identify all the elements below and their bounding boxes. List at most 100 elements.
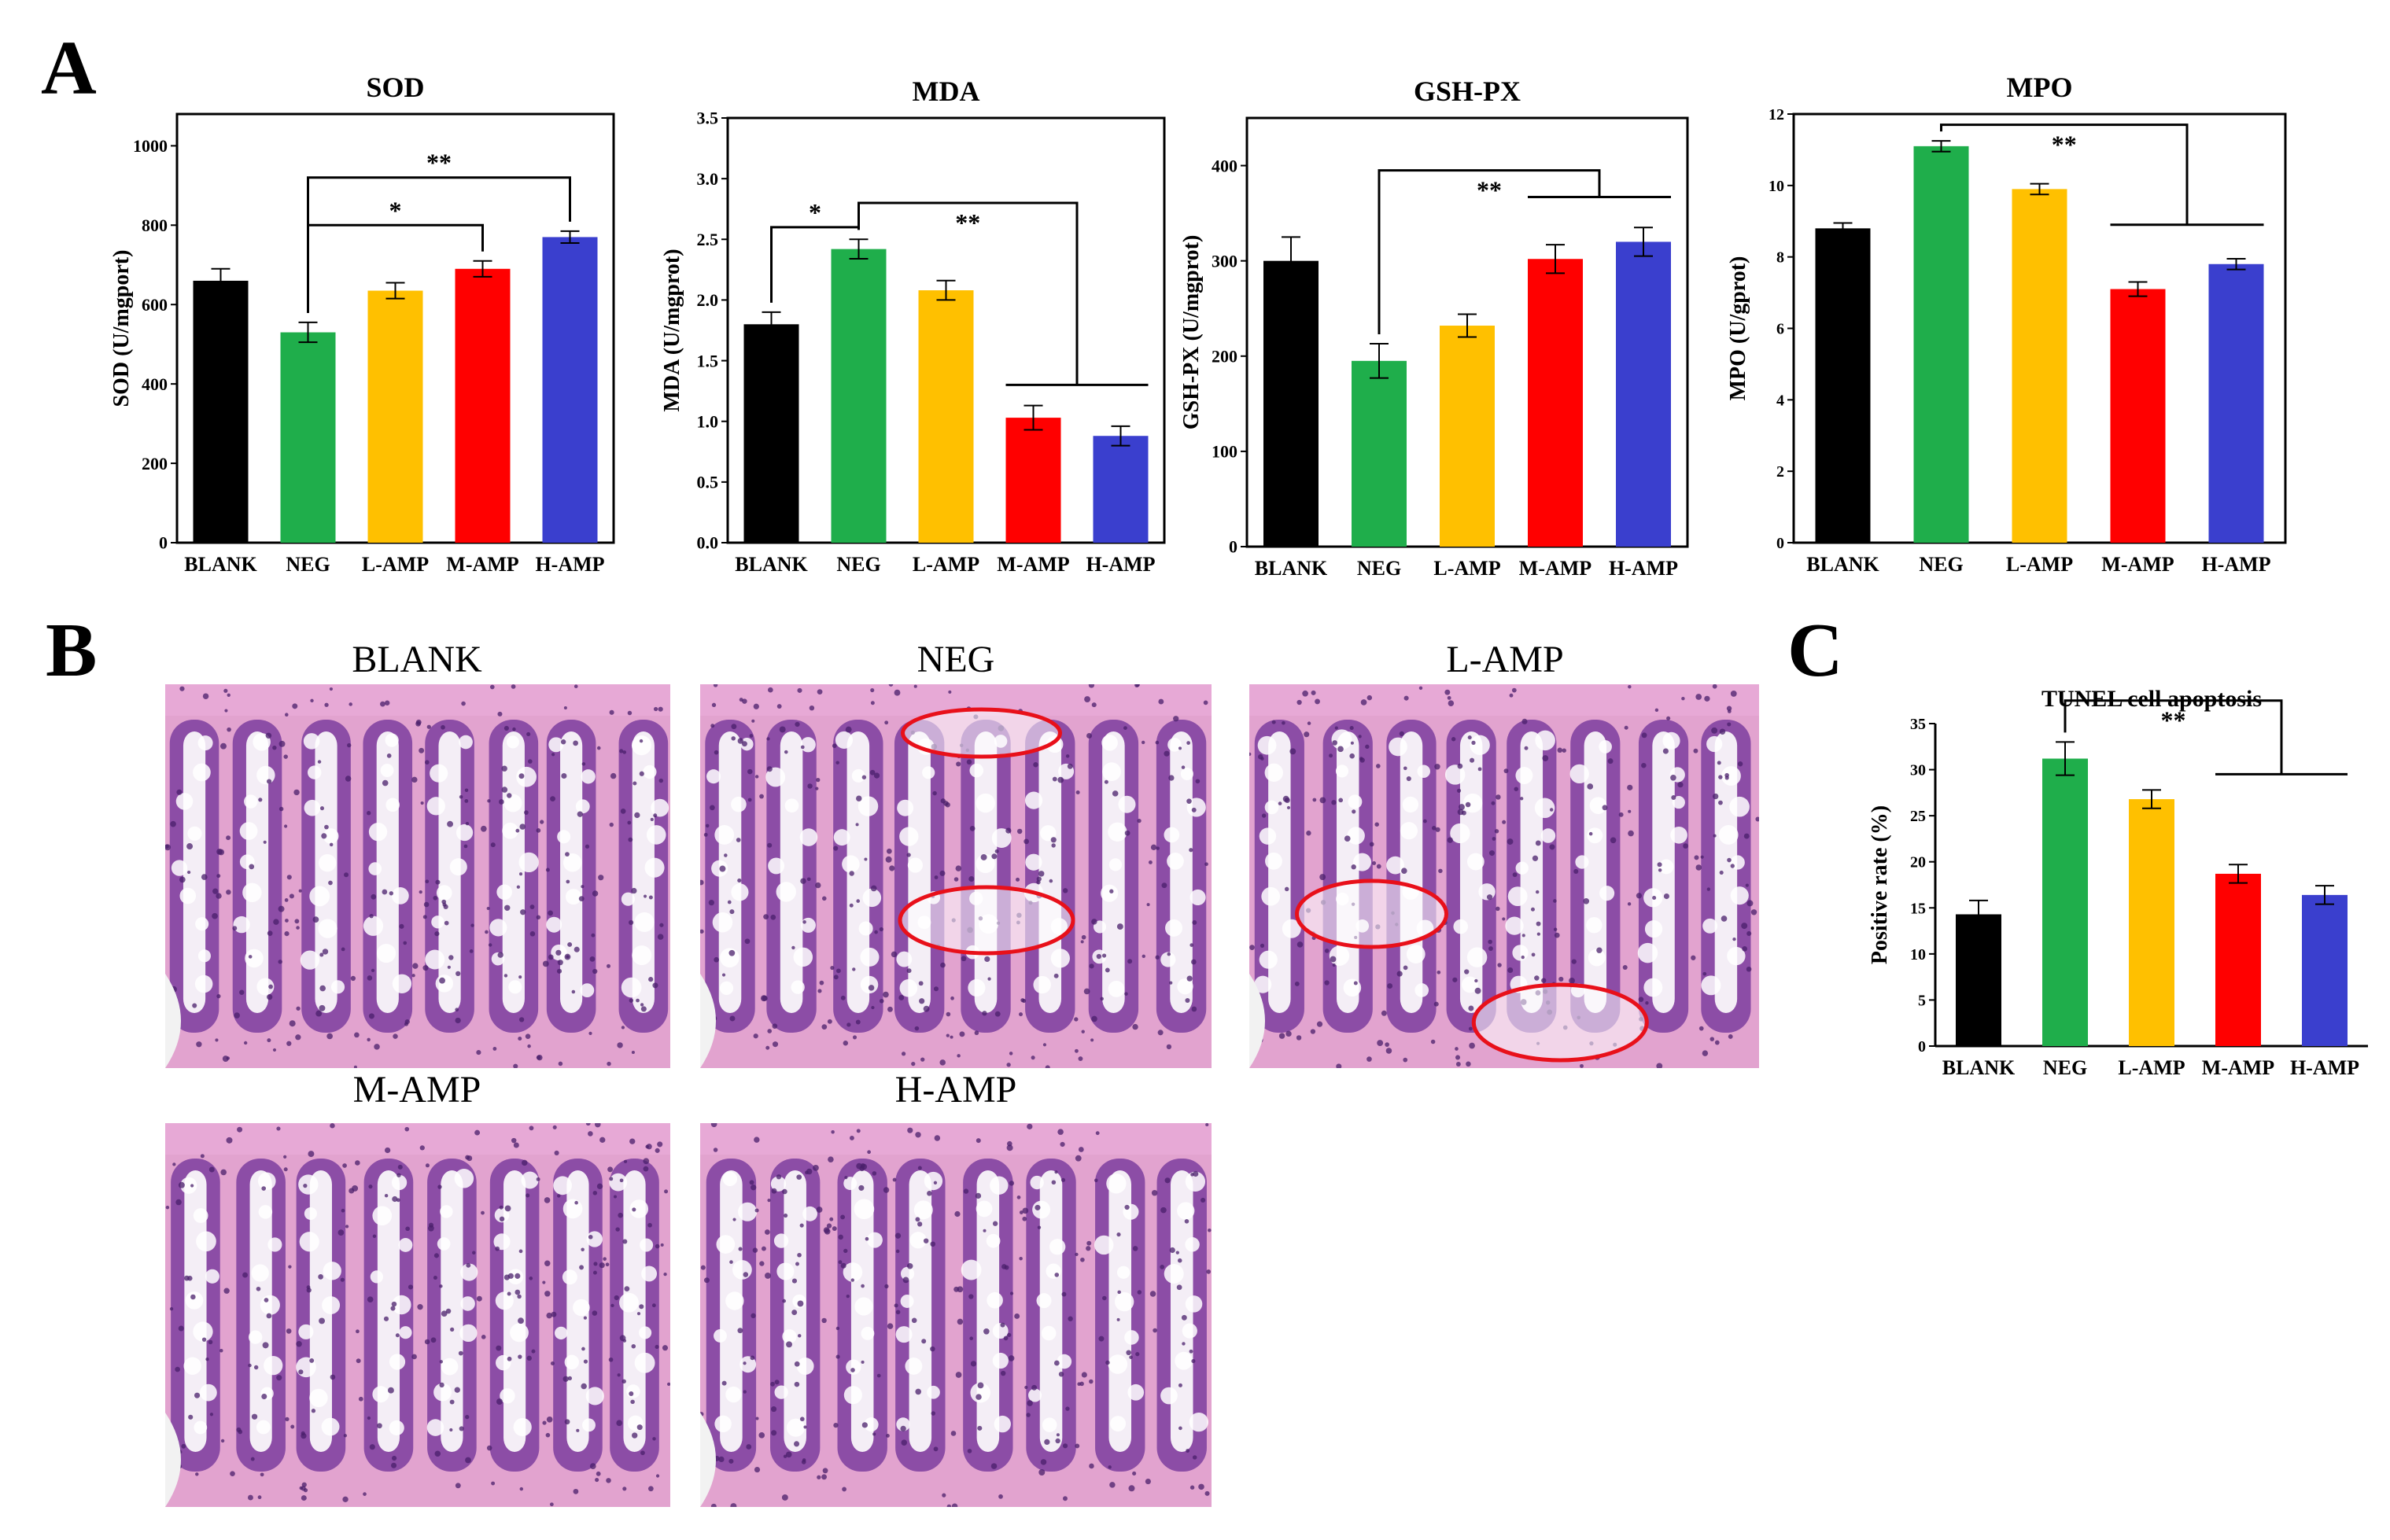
nucleus bbox=[266, 1313, 272, 1319]
nucleus bbox=[966, 759, 972, 765]
x-tick-label: NEG bbox=[836, 553, 880, 576]
nucleus bbox=[1521, 934, 1525, 938]
nucleus bbox=[1641, 732, 1647, 739]
y-tick-label: 0 bbox=[1776, 535, 1784, 552]
nucleus bbox=[1169, 981, 1173, 985]
nucleus bbox=[1146, 903, 1150, 907]
nucleus bbox=[1155, 740, 1160, 745]
nucleus bbox=[1444, 689, 1451, 695]
nucleus bbox=[226, 835, 231, 841]
nucleus bbox=[794, 1361, 800, 1367]
goblet-cell bbox=[1470, 735, 1490, 755]
y-tick-label: 100 bbox=[1212, 442, 1237, 462]
nucleus bbox=[751, 719, 755, 723]
nucleus bbox=[832, 743, 837, 749]
nucleus bbox=[205, 1358, 209, 1361]
nucleus bbox=[562, 1376, 569, 1382]
goblet-cell bbox=[1264, 800, 1279, 815]
goblet-cell bbox=[1662, 731, 1680, 750]
bar bbox=[831, 249, 887, 543]
nucleus bbox=[770, 914, 776, 920]
nucleus bbox=[1628, 809, 1632, 813]
nucleus bbox=[906, 853, 911, 857]
nucleus bbox=[283, 1155, 287, 1159]
nucleus bbox=[711, 702, 717, 708]
nucleus bbox=[546, 1312, 552, 1319]
nucleus bbox=[581, 1347, 585, 1351]
nucleus bbox=[913, 684, 917, 688]
nucleus bbox=[817, 1475, 821, 1479]
nucleus bbox=[1372, 860, 1377, 865]
nucleus bbox=[557, 1194, 561, 1198]
nucleus bbox=[607, 1166, 614, 1173]
nucleus bbox=[607, 1061, 611, 1067]
goblet-cell bbox=[253, 733, 271, 751]
nucleus bbox=[1057, 776, 1064, 783]
chart-title: SOD bbox=[366, 72, 424, 103]
nucleus bbox=[190, 1184, 194, 1188]
nucleus bbox=[744, 938, 751, 945]
nucleus bbox=[1437, 970, 1441, 974]
nucleus bbox=[891, 951, 898, 958]
goblet-cell bbox=[791, 980, 805, 994]
nucleus bbox=[216, 993, 221, 999]
nucleus bbox=[1306, 831, 1311, 836]
nucleus bbox=[849, 1135, 854, 1140]
nucleus bbox=[395, 1333, 400, 1338]
nucleus bbox=[648, 895, 653, 900]
goblet-cell bbox=[1108, 980, 1125, 997]
nucleus bbox=[911, 1317, 917, 1324]
nucleus bbox=[265, 732, 272, 739]
nucleus bbox=[239, 989, 245, 995]
nucleus bbox=[615, 1227, 620, 1232]
nucleus bbox=[1184, 1219, 1189, 1224]
y-tick-label: 1000 bbox=[133, 136, 168, 156]
goblet-cell bbox=[195, 917, 209, 931]
nucleus bbox=[546, 1416, 553, 1423]
goblet-cell bbox=[646, 825, 666, 845]
nucleus bbox=[312, 916, 319, 923]
micrograph-title: BLANK bbox=[352, 639, 482, 680]
goblet-cell bbox=[990, 1176, 1009, 1195]
nucleus bbox=[1191, 1006, 1197, 1012]
nucleus bbox=[643, 1158, 650, 1165]
nucleus bbox=[424, 1339, 430, 1345]
goblet-cell bbox=[1254, 975, 1272, 993]
nucleus bbox=[710, 724, 715, 728]
nucleus bbox=[846, 1022, 851, 1027]
nucleus bbox=[389, 891, 393, 896]
nucleus bbox=[864, 857, 868, 861]
nucleus bbox=[319, 952, 324, 957]
nucleus bbox=[889, 865, 895, 871]
goblet-cell bbox=[1102, 762, 1121, 782]
nucleus bbox=[1090, 1038, 1094, 1042]
goblet-cell bbox=[799, 828, 818, 846]
goblet-cell bbox=[516, 766, 537, 787]
nucleus bbox=[927, 1190, 932, 1196]
y-tick-label: 10 bbox=[1769, 178, 1784, 195]
nucleus bbox=[536, 828, 541, 833]
nucleus bbox=[1055, 1438, 1060, 1444]
nucleus bbox=[759, 1261, 765, 1266]
nucleus bbox=[797, 1300, 804, 1307]
nucleus bbox=[382, 889, 388, 895]
goblet-cell bbox=[391, 1174, 408, 1191]
nucleus bbox=[1636, 893, 1643, 899]
nucleus bbox=[1009, 1052, 1013, 1056]
nucleus bbox=[930, 1346, 935, 1352]
nucleus bbox=[1737, 761, 1743, 767]
x-tick-label: H-AMP bbox=[2290, 1056, 2359, 1079]
y-tick-label: 6 bbox=[1776, 321, 1784, 338]
nucleus bbox=[840, 1262, 846, 1269]
y-tick-label: 2 bbox=[1776, 463, 1784, 481]
goblet-cell bbox=[640, 1238, 654, 1252]
nucleus bbox=[496, 1345, 502, 1351]
y-axis-label: Positive rate (%) bbox=[1868, 805, 1892, 964]
nucleus bbox=[172, 1162, 176, 1166]
nucleus bbox=[404, 1126, 410, 1132]
nucleus bbox=[1193, 1170, 1199, 1177]
nucleus bbox=[1160, 1265, 1165, 1269]
nucleus bbox=[645, 1144, 649, 1149]
nucleus bbox=[289, 893, 294, 899]
significance-bracket bbox=[858, 201, 1079, 385]
